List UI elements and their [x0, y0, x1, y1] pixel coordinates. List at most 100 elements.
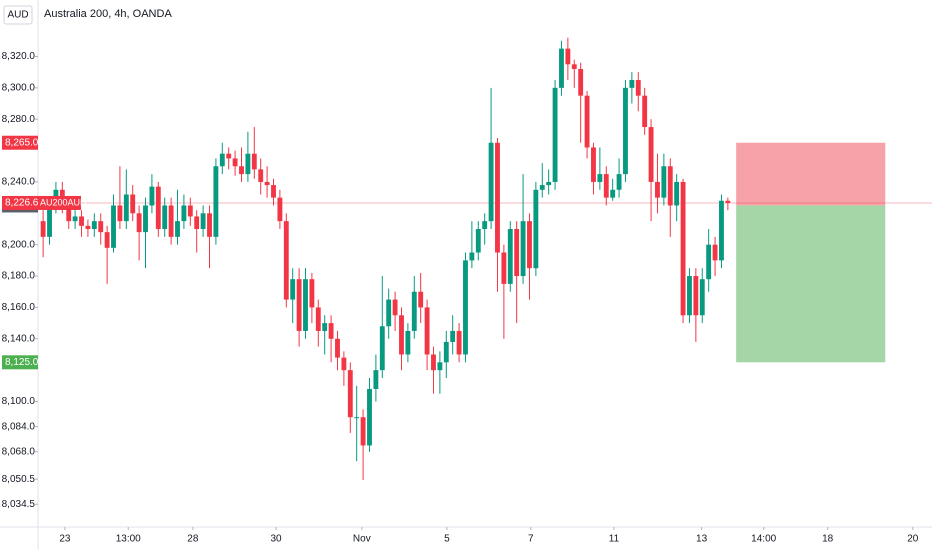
candle-body: [136, 213, 142, 233]
candle-body: [520, 221, 526, 277]
y-tick-label: 8,200.0: [2, 239, 36, 250]
chart-title: Australia 200, 4h, OANDA: [44, 8, 172, 20]
candle-body: [719, 200, 724, 261]
candle-body: [130, 194, 136, 214]
candle-body: [392, 299, 398, 316]
candle-body: [72, 216, 78, 222]
candle-body: [200, 213, 206, 229]
candle-body: [629, 79, 635, 88]
candle-body: [187, 205, 193, 217]
candle-body: [616, 174, 622, 190]
symbol-label: AU200AUD: [40, 197, 87, 207]
candle-body: [232, 158, 238, 167]
x-tick-label: 23: [59, 534, 71, 545]
y-tick-label: 8,100.0: [2, 396, 36, 407]
candle-body: [251, 153, 257, 170]
x-tick-label: 13:00: [116, 534, 141, 545]
candle-body: [597, 174, 603, 182]
candle-body: [123, 194, 129, 222]
candle-body: [168, 205, 174, 237]
candle-body: [405, 330, 411, 355]
candle-body: [559, 48, 564, 88]
candle-body: [290, 279, 296, 300]
candle-body: [283, 221, 289, 300]
candle-body: [239, 166, 244, 175]
symbol-box: [38, 195, 81, 210]
candle-body: [642, 95, 648, 128]
candle-body: [527, 221, 532, 269]
y-tick-label: 8,280.0: [2, 114, 36, 125]
y-tick-label: 8,180.0: [2, 271, 36, 282]
candle-body: [149, 186, 155, 206]
y-tick-label: 8,240.0: [2, 177, 36, 188]
candle-body: [706, 244, 712, 280]
x-tick-label: 28: [187, 534, 199, 545]
stop-zone: [736, 142, 886, 206]
price-label: 8,125.0: [5, 357, 39, 368]
candle-body: [623, 87, 628, 175]
candle-body: [155, 186, 161, 229]
candle-body: [463, 260, 468, 355]
candle-body: [386, 299, 392, 327]
candle-body: [603, 174, 609, 198]
candle-body: [309, 279, 315, 308]
candle-body: [271, 185, 276, 198]
candle-body: [347, 370, 353, 418]
candle-body: [411, 291, 417, 331]
candle-body: [226, 153, 232, 159]
x-tick-label: 18: [822, 534, 834, 545]
currency[interactable]: AUD: [7, 10, 28, 21]
price-label-box: [2, 355, 38, 370]
candle-body: [648, 127, 654, 182]
candle-body: [245, 153, 251, 175]
candle-body: [635, 79, 641, 96]
candle-body: [687, 276, 692, 316]
candle-body: [565, 48, 571, 65]
y-tick-label: 8,034.5: [2, 499, 36, 510]
current-price-box: [2, 195, 38, 210]
x-tick-label: 13: [696, 534, 708, 545]
candle-body: [360, 417, 366, 446]
candle-body: [341, 357, 347, 371]
x-tick-label: Nov: [353, 534, 371, 545]
currency-box[interactable]: [3, 5, 33, 25]
y-tick-label: 8,140.0: [2, 333, 36, 344]
candle-body: [98, 221, 104, 233]
candle-body: [424, 307, 430, 355]
candle-body: [571, 64, 577, 70]
x-tick-label: 14:00: [751, 534, 776, 545]
candle-body: [655, 181, 660, 198]
candle-body: [591, 147, 596, 182]
candle-body: [450, 330, 456, 342]
x-tick-label: 5: [444, 534, 450, 545]
candle-body: [303, 279, 308, 331]
candle-body: [443, 341, 449, 363]
candle-body: [66, 205, 72, 222]
candle-body: [117, 205, 123, 222]
candle-body: [213, 166, 219, 237]
candle-body: [661, 166, 667, 198]
candle-body: [85, 225, 91, 229]
candle-body: [322, 323, 328, 331]
candle-body: [194, 216, 200, 229]
y-tick-label: 8,084.0: [2, 421, 36, 432]
candle-body: [514, 228, 520, 277]
candle-body: [354, 417, 360, 419]
candle-body: [219, 153, 225, 167]
candle-body: [79, 216, 84, 226]
candle-body: [162, 205, 168, 229]
candle-body: [469, 252, 475, 261]
candle-body: [143, 205, 148, 233]
candle-body: [207, 213, 212, 237]
candle-body: [264, 181, 270, 186]
candle-body: [367, 388, 372, 446]
candle-body: [693, 276, 699, 316]
x-tick-label: 30: [270, 534, 282, 545]
candle-body: [335, 338, 340, 358]
candle-body: [488, 142, 494, 222]
x-tick-label: 11: [609, 534, 620, 545]
candle-body: [674, 181, 680, 206]
candle-body: [584, 95, 590, 148]
candle-body: [111, 205, 116, 248]
